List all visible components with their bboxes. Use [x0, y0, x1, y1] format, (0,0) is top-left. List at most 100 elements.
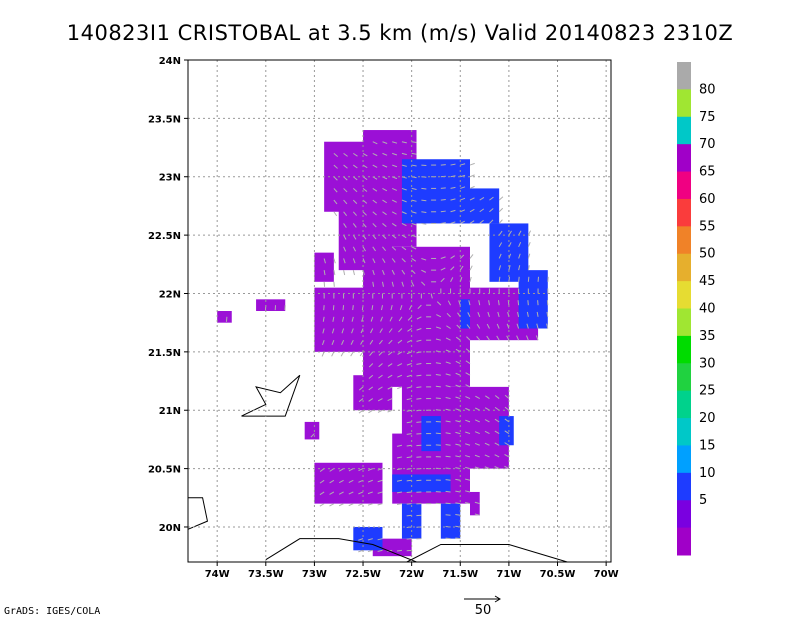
wind-vector	[382, 269, 385, 275]
wind-vector	[331, 340, 335, 346]
wind-vector	[406, 363, 412, 366]
wind-vector	[392, 176, 398, 180]
wind-vector	[396, 479, 403, 482]
wind-vector	[397, 386, 403, 390]
wind-vector	[362, 188, 368, 192]
wind-vector	[497, 300, 500, 306]
wind-vector	[527, 230, 532, 236]
wind-vector	[498, 207, 504, 213]
wind-vector	[504, 394, 510, 399]
wind-vector	[319, 491, 325, 496]
wind-vector	[378, 351, 383, 356]
wind-vector	[362, 258, 366, 264]
wind-vector	[352, 223, 357, 228]
wind-vector	[406, 433, 412, 435]
colorbar-swatch	[677, 445, 691, 474]
wind-vector	[342, 316, 345, 322]
wind-vector	[391, 246, 397, 251]
wind-vector	[310, 433, 315, 438]
wind-vector	[401, 152, 407, 156]
colorbar-label: 75	[699, 110, 716, 125]
wind-vector	[388, 328, 393, 333]
wind-vector	[322, 328, 325, 334]
wind-vector	[401, 222, 407, 227]
wind-vector	[455, 514, 461, 516]
wind-cell	[217, 311, 232, 323]
wind-vector	[469, 185, 475, 189]
wind-vector	[446, 325, 451, 329]
wind-vector	[378, 363, 383, 368]
wind-vector	[460, 174, 466, 178]
wind-vector	[535, 335, 539, 341]
wind-vector	[348, 503, 354, 507]
wind-vector	[440, 277, 445, 283]
plot-frame	[187, 59, 612, 563]
wind-vector	[323, 270, 326, 276]
wind-vector	[504, 406, 510, 411]
wind-vector	[527, 241, 531, 247]
wind-vector	[397, 363, 403, 367]
colorbar-label: 80	[699, 82, 716, 97]
wind-vector	[465, 348, 471, 353]
wind-vector	[389, 316, 393, 322]
wind-vector	[343, 164, 348, 169]
wind-vector	[478, 300, 481, 306]
wind-vector	[367, 468, 373, 471]
wind-vector	[352, 211, 357, 216]
wind-vector	[465, 384, 471, 388]
wind-vector	[343, 258, 346, 264]
wind-vector	[391, 211, 397, 215]
wind-vector	[504, 454, 510, 458]
wind-vector	[343, 199, 348, 205]
wind-vector	[459, 254, 465, 259]
wind-vector	[440, 210, 446, 213]
wind-vector	[387, 398, 393, 402]
wind-vector	[486, 323, 490, 329]
colorbar-label: 15	[699, 438, 716, 453]
wind-vector	[476, 323, 481, 329]
wind-cell	[314, 252, 334, 282]
wind-vector	[329, 491, 335, 495]
wind-vector	[382, 164, 388, 168]
wind-vector	[440, 187, 446, 189]
wind-vector	[479, 208, 485, 213]
wind-vector	[445, 479, 451, 481]
colorbar-label: 30	[699, 356, 716, 371]
wind-vector	[465, 502, 471, 505]
x-tick-label: 70.5W	[540, 569, 576, 580]
wind-vector	[518, 230, 522, 236]
wind-cell	[499, 416, 514, 446]
wind-vector	[450, 163, 456, 166]
wind-vector	[396, 503, 403, 505]
wind-vector	[401, 176, 407, 179]
wind-vector	[485, 395, 490, 399]
wind-vector	[518, 242, 522, 247]
wind-vector	[446, 312, 451, 318]
wind-vector	[368, 398, 374, 402]
wind-vector	[479, 219, 484, 224]
wind-vector	[343, 246, 347, 252]
wind-vector	[406, 514, 412, 517]
wind-vector	[343, 152, 348, 157]
wind-vector	[416, 398, 422, 400]
wind-vector	[343, 270, 346, 276]
wind-vector	[377, 491, 383, 494]
wind-vector	[465, 372, 471, 376]
wind-vector	[331, 351, 335, 357]
wind-cell	[392, 474, 451, 492]
wind-vector	[445, 396, 451, 400]
wind-vector	[406, 421, 412, 424]
wind-vector	[465, 443, 471, 446]
colorbar-swatch	[677, 390, 691, 419]
wind-vector	[372, 234, 377, 240]
colorbar-label: 70	[699, 137, 716, 152]
wind-vector	[455, 455, 461, 458]
wind-vector	[391, 234, 397, 239]
wind-vector	[460, 186, 466, 189]
colorbar-swatch	[677, 198, 691, 227]
wind-vector	[506, 335, 510, 341]
wind-vector	[450, 221, 456, 224]
wind-vector	[401, 199, 407, 203]
wind-vector	[340, 351, 345, 357]
wind-vector	[343, 223, 347, 228]
